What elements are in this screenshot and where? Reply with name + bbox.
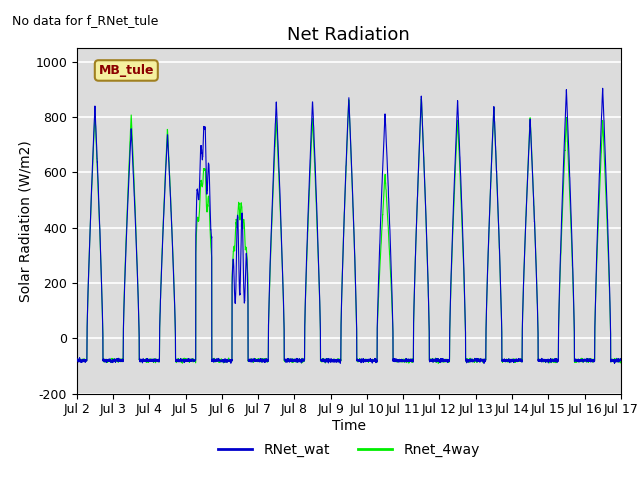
Rnet_4way (471, 359, 479, 365)
Text: MB_tule: MB_tule (99, 64, 154, 77)
Rnet_4way (73, 357, 81, 362)
Rnet_4way (441, 358, 449, 363)
RNet_wat (73, 358, 81, 363)
Line: RNet_wat: RNet_wat (77, 88, 621, 363)
Legend: RNet_wat, Rnet_4way: RNet_wat, Rnet_4way (212, 437, 486, 463)
RNet_wat (599, 85, 607, 91)
RNet_wat (617, 356, 625, 361)
Rnet_4way (616, 360, 624, 366)
Rnet_4way (171, 299, 179, 305)
RNet_wat (328, 357, 336, 363)
Y-axis label: Solar Radiation (W/m2): Solar Radiation (W/m2) (19, 140, 33, 301)
Title: Net Radiation: Net Radiation (287, 25, 410, 44)
Rnet_4way (435, 360, 442, 366)
Text: No data for f_RNet_tule: No data for f_RNet_tule (12, 14, 158, 27)
RNet_wat (616, 357, 624, 362)
Rnet_4way (502, 359, 509, 364)
X-axis label: Time: Time (332, 419, 366, 433)
RNet_wat (471, 358, 479, 363)
Rnet_4way (328, 358, 336, 364)
RNet_wat (171, 299, 179, 305)
Rnet_4way (617, 356, 625, 361)
RNet_wat (440, 357, 448, 363)
Line: Rnet_4way: Rnet_4way (77, 99, 621, 363)
RNet_wat (611, 360, 618, 366)
RNet_wat (502, 358, 509, 363)
Rnet_4way (417, 96, 425, 102)
